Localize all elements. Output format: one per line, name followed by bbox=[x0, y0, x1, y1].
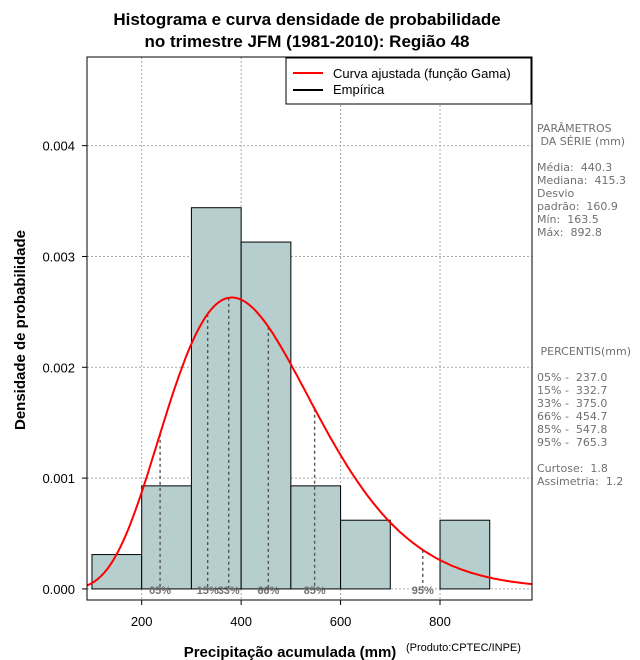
max-value: Máx: 892.8 bbox=[537, 226, 602, 239]
legend-empirical-label: Empírica bbox=[333, 82, 385, 97]
percentile-66: 66% - 454.7 bbox=[537, 410, 608, 423]
y-axis-label: Densidade de probabilidade bbox=[12, 230, 29, 430]
percentile-33: 33% - 375.0 bbox=[537, 397, 608, 410]
gamma-curve bbox=[86, 296, 532, 587]
params-title-2: DA SÉRIE (mm) bbox=[537, 135, 626, 148]
chart-title-line-2: no trimestre JFM (1981-2010): Região 48 bbox=[144, 32, 469, 51]
credit-label: (Produto:CPTEC/INPE) bbox=[406, 642, 521, 654]
histogram-bar bbox=[91, 554, 143, 590]
y-tick-label: 0.003 bbox=[42, 249, 75, 264]
percentiles-panel: PERCENTIS(mm) 05% - 237.0 15% - 332.7 33… bbox=[537, 345, 631, 488]
histogram-bar bbox=[290, 485, 342, 590]
x-tick-label: 200 bbox=[131, 614, 153, 629]
y-tick-label: 0.004 bbox=[42, 139, 75, 154]
percentile-label: 85% bbox=[304, 585, 326, 597]
chart-title-line-1: Histograma e curva densidade de probabil… bbox=[113, 10, 500, 29]
y-tick-label: 0.002 bbox=[42, 360, 75, 375]
percentile-05: 05% - 237.0 bbox=[537, 371, 608, 384]
skewness-value: Assimetria: 1.2 bbox=[537, 475, 624, 488]
percentile-label: 05% bbox=[149, 585, 171, 597]
histogram-bar bbox=[190, 207, 242, 590]
percentile-95: 95% - 765.3 bbox=[537, 436, 608, 449]
percentile-label: 66% bbox=[257, 585, 279, 597]
percentile-label: 15% bbox=[197, 585, 219, 597]
x-tick-label: 400 bbox=[230, 614, 252, 629]
percentiles-title: PERCENTIS(mm) bbox=[537, 345, 631, 358]
mean-value: Média: 440.3 bbox=[537, 161, 613, 174]
params-title-1: PARÂMETROS bbox=[537, 122, 612, 135]
gamma-fit-curve bbox=[86, 296, 532, 587]
kurtosis-value: Curtose: 1.8 bbox=[537, 462, 608, 475]
axis-ticks: 200 400 600 800 0.000 0.001 0.002 0.003 0.004 bbox=[42, 139, 450, 629]
x-tick-label: 600 bbox=[330, 614, 352, 629]
plot-frame bbox=[86, 56, 533, 601]
legend-fit-label: Curva ajustada (função Gama) bbox=[333, 66, 511, 81]
histogram-bar bbox=[141, 485, 192, 590]
histogram-bar bbox=[240, 241, 292, 590]
y-tick-label: 0.000 bbox=[42, 582, 75, 597]
percentile-label: 95% bbox=[412, 585, 434, 597]
histogram-bar bbox=[340, 519, 391, 590]
legend: Curva ajustada (função Gama) Empírica bbox=[285, 57, 532, 105]
percentile-label: 33% bbox=[218, 585, 240, 597]
percentile-85: 85% - 547.8 bbox=[537, 423, 608, 436]
median-value: Mediana: 415.3 bbox=[537, 174, 626, 187]
legend-box bbox=[285, 57, 532, 105]
histogram-bars bbox=[91, 207, 491, 590]
percentile-15: 15% - 332.7 bbox=[537, 384, 608, 397]
stdev-value: padrão: 160.9 bbox=[537, 200, 618, 213]
percentile-markers: 05% 15% 33% 66% 85% 95% bbox=[149, 297, 434, 597]
x-axis-label: Precipitação acumulada (mm) bbox=[184, 644, 397, 660]
stdev-label: Desvio bbox=[537, 187, 575, 200]
y-tick-label: 0.001 bbox=[42, 471, 75, 486]
series-parameters-panel: PARÂMETROS DA SÉRIE (mm) Média: 440.3 Me… bbox=[537, 122, 626, 239]
histogram-bar bbox=[439, 519, 491, 590]
min-value: Mín: 163.5 bbox=[537, 213, 599, 226]
x-tick-label: 800 bbox=[429, 614, 451, 629]
